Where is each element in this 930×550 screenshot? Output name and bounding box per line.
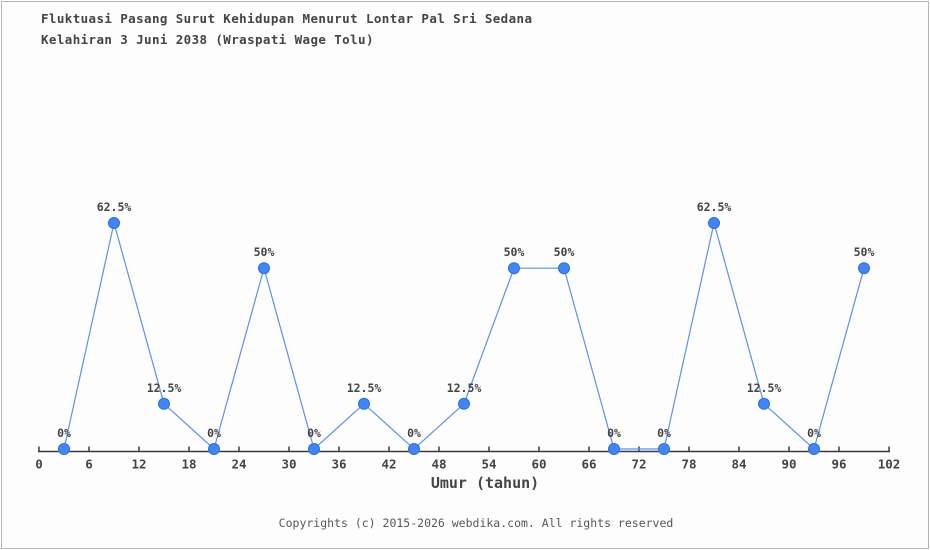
data-point-label: 62.5% [697,200,732,214]
x-tick-label: 48 [431,457,446,472]
data-point-marker [658,443,670,455]
x-tick-label: 24 [231,457,246,472]
x-tick-label: 84 [731,457,746,472]
data-point-label: 12.5% [747,381,782,395]
data-point-marker [258,262,270,275]
data-point-label: 12.5% [347,381,382,395]
x-tick-label: 36 [331,457,346,472]
data-point-marker [758,397,770,410]
x-tick-label: 72 [631,457,646,472]
copyright-text: Copyrights (c) 2015-2026 webdika.com. Al… [278,516,674,530]
x-tick-label: 42 [381,457,396,472]
data-point-label: 50% [254,245,275,259]
data-point-marker [458,397,470,410]
data-point-label: 0% [207,426,221,440]
data-point-marker [508,262,520,275]
data-point-label: 0% [657,426,671,440]
data-point-label: 0% [307,426,321,440]
x-tick-label: 54 [481,457,496,472]
chart-title-line1: Fluktuasi Pasang Surut Kehidupan Menurut… [41,11,533,26]
data-point-label: 62.5% [97,200,132,214]
data-point-label: 50% [554,245,575,259]
x-tick-label: 78 [681,457,696,472]
data-point-label: 12.5% [447,381,482,395]
chart-title-line2: Kelahiran 3 Juni 2038 (Wraspati Wage Tol… [41,32,374,47]
data-point-marker [708,217,720,229]
x-tick-label: 90 [781,457,796,472]
data-point-marker [858,262,870,275]
data-point-marker [408,443,420,455]
data-point-label: 0% [807,426,821,440]
data-point-label: 0% [407,426,421,440]
data-point-marker [358,397,370,410]
data-point-marker [308,443,320,455]
x-tick-label: 60 [531,457,546,472]
x-tick-label: 102 [878,457,901,472]
data-point-marker [558,262,570,275]
x-tick-label: 66 [581,457,596,472]
data-point-marker [608,443,620,455]
data-point-marker [208,443,220,455]
data-point-marker [58,443,70,455]
data-point-marker [158,397,170,410]
x-tick-label: 0 [35,457,43,472]
data-point-label: 0% [57,426,71,440]
data-point-label: 12.5% [147,381,182,395]
data-point-marker [808,443,820,455]
data-point-label: 50% [854,245,875,259]
line-series [63,222,865,451]
x-tick-label: 96 [831,457,846,472]
x-tick-label: 6 [85,457,93,472]
data-point-marker [108,217,120,229]
data-point-label: 50% [504,245,525,259]
x-tick-label: 18 [181,457,196,472]
x-tick-label: 12 [131,457,146,472]
x-axis-label: Umur (tahun) [430,474,540,492]
x-tick-label: 30 [281,457,296,472]
data-point-label: 0% [607,426,621,440]
